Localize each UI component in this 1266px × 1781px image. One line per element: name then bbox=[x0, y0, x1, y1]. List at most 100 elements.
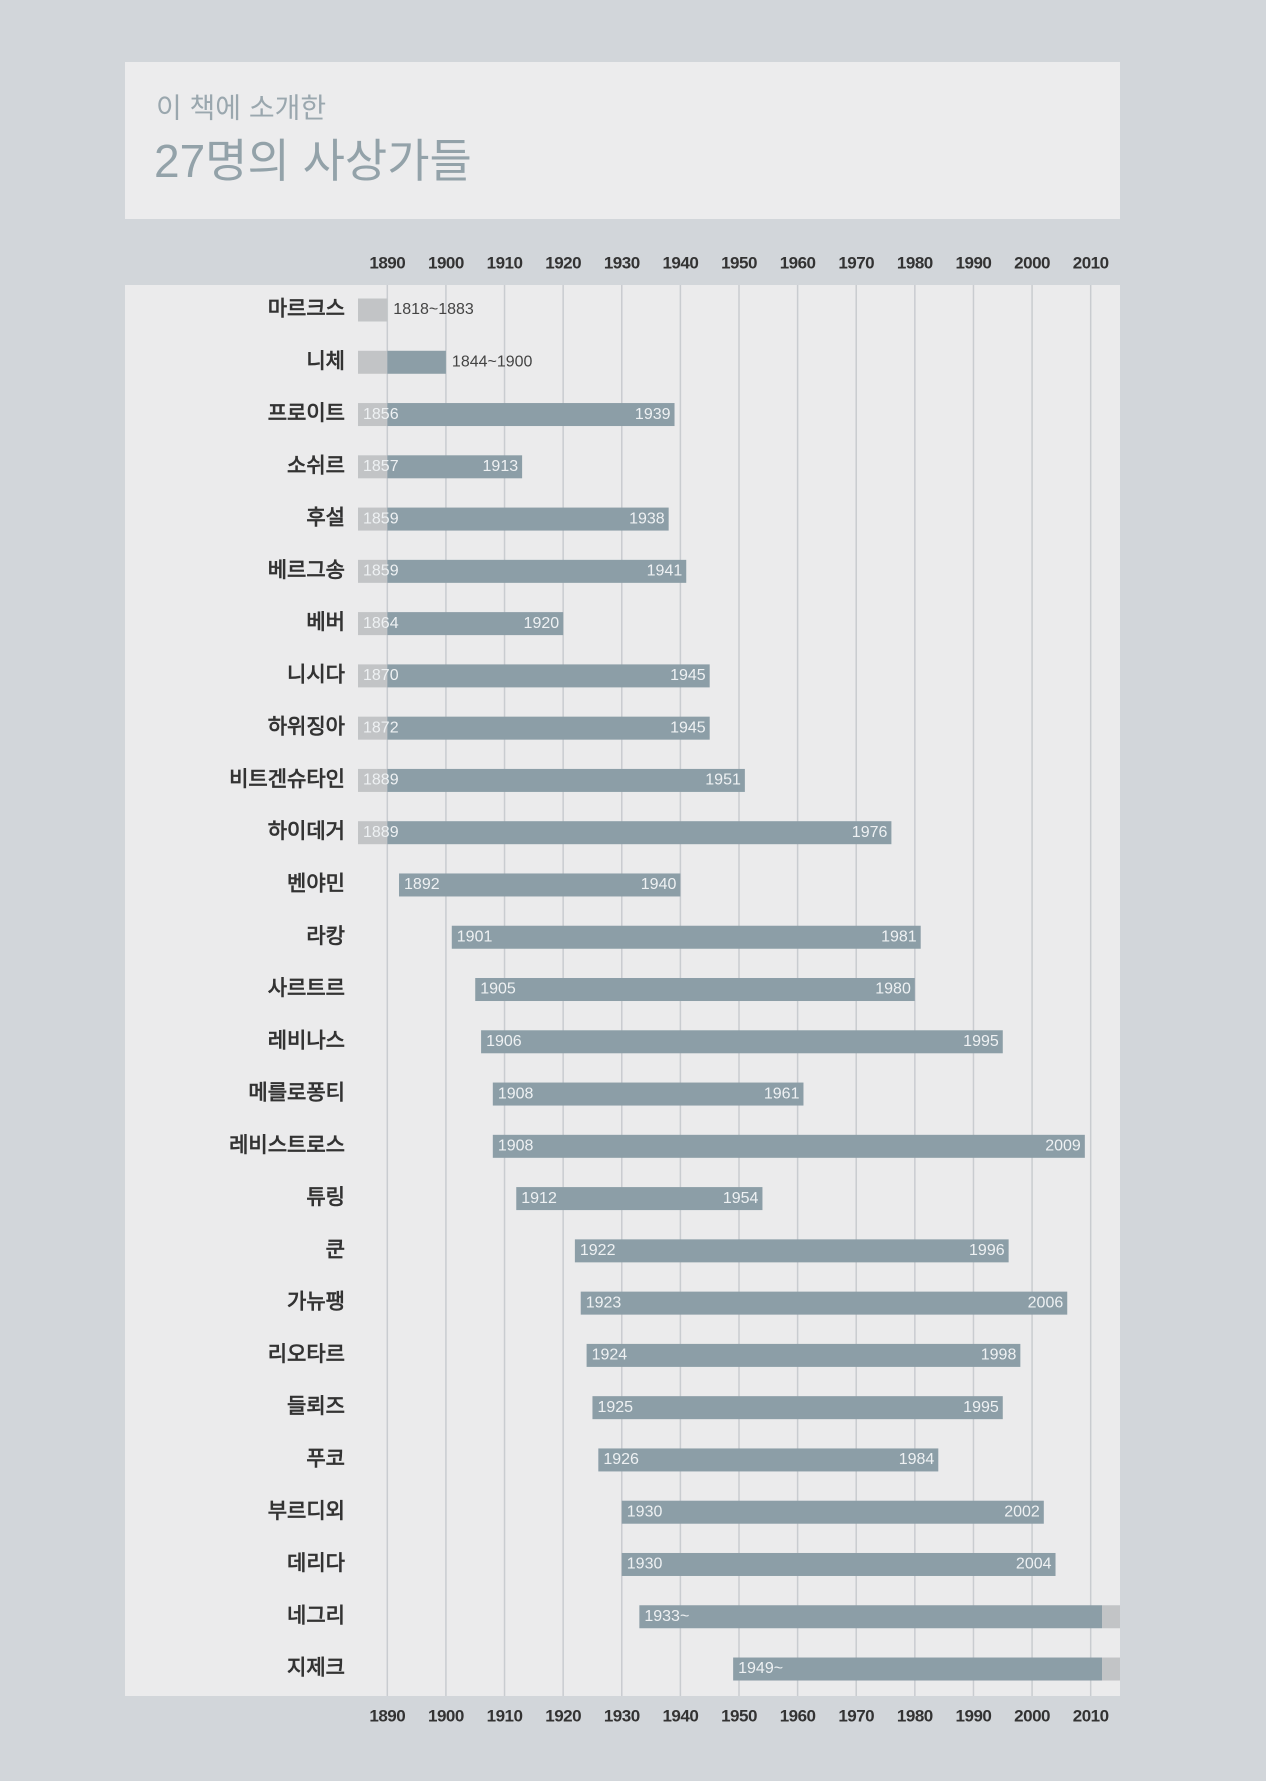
x-tick-label: 1910 bbox=[487, 253, 523, 272]
bar bbox=[387, 350, 446, 374]
x-tick-label: 1920 bbox=[545, 1706, 581, 1725]
thinker-name: 하위징아 bbox=[268, 716, 346, 739]
x-tick-label: 1990 bbox=[956, 1706, 992, 1725]
start-label: 1908 bbox=[498, 1085, 534, 1102]
thinker-name: 레비나스 bbox=[268, 1029, 345, 1052]
thinker-name: 들뢰즈 bbox=[287, 1395, 345, 1418]
thinker-name: 리오타르 bbox=[268, 1343, 345, 1366]
thinker-name: 베르그송 bbox=[268, 559, 345, 582]
thinker-name: 지제크 bbox=[287, 1657, 345, 1680]
start-label: 1857 bbox=[363, 458, 399, 475]
bar bbox=[516, 1187, 763, 1211]
end-label: 1998 bbox=[981, 1347, 1017, 1364]
thinker-name: 가뉴팽 bbox=[287, 1291, 345, 1314]
end-label: 1995 bbox=[963, 1399, 999, 1416]
x-tick-label: 1960 bbox=[780, 253, 816, 272]
start-label: 1859 bbox=[363, 563, 399, 580]
thinker-name: 푸코 bbox=[306, 1447, 345, 1470]
start-label: 1924 bbox=[592, 1347, 628, 1364]
bar bbox=[387, 403, 675, 427]
range-label: 1818~1883 bbox=[393, 301, 474, 318]
x-tick-label: 1890 bbox=[369, 253, 405, 272]
thinker-name: 니시다 bbox=[287, 663, 346, 686]
bar-before-axis bbox=[358, 821, 388, 845]
x-tick-label: 1980 bbox=[897, 1706, 933, 1725]
range-label: 1949~ bbox=[738, 1660, 783, 1677]
start-label: 1925 bbox=[597, 1399, 633, 1416]
thinker-name: 벤야민 bbox=[287, 873, 345, 896]
x-tick-label: 1930 bbox=[604, 253, 640, 272]
bar bbox=[598, 1448, 939, 1472]
bar bbox=[451, 925, 921, 949]
start-label: 1926 bbox=[603, 1451, 639, 1468]
start-label: 1930 bbox=[627, 1503, 663, 1520]
thinker-name: 프로이트 bbox=[268, 402, 345, 425]
thinker-name: 라캉 bbox=[306, 925, 345, 948]
bar bbox=[621, 1552, 1056, 1576]
end-label: 1913 bbox=[483, 458, 519, 475]
thinker-name: 마르크스 bbox=[268, 298, 345, 321]
x-tick-label: 1960 bbox=[780, 1706, 816, 1725]
thinker-name: 사르트르 bbox=[268, 977, 345, 1000]
start-label: 1870 bbox=[363, 667, 399, 684]
start-label: 1905 bbox=[480, 981, 516, 998]
bar-before-axis bbox=[358, 507, 388, 531]
x-tick-label: 1980 bbox=[897, 253, 933, 272]
bar bbox=[580, 1291, 1068, 1315]
bar bbox=[387, 612, 564, 636]
start-label: 1889 bbox=[363, 772, 399, 789]
end-label: 1976 bbox=[852, 824, 888, 841]
chart-title: 27명의 사상가들 bbox=[154, 135, 472, 187]
bar-before-axis bbox=[358, 559, 388, 583]
bar-before-axis bbox=[358, 298, 388, 322]
end-label: 1995 bbox=[963, 1033, 999, 1050]
x-tick-label: 1970 bbox=[838, 1706, 874, 1725]
x-tick-label: 1910 bbox=[487, 1706, 523, 1725]
thinker-name: 메를로퐁티 bbox=[248, 1082, 345, 1105]
x-tick-label: 1900 bbox=[428, 1706, 464, 1725]
thinker-name: 후설 bbox=[306, 506, 345, 530]
bar-before-axis bbox=[358, 716, 388, 740]
start-label: 1908 bbox=[498, 1138, 534, 1155]
bar bbox=[733, 1657, 1102, 1681]
bar bbox=[387, 821, 892, 845]
bar bbox=[492, 1082, 804, 1106]
end-label: 1938 bbox=[629, 510, 665, 527]
start-label: 1930 bbox=[627, 1556, 663, 1573]
bar bbox=[639, 1605, 1102, 1629]
end-label: 2006 bbox=[1028, 1294, 1064, 1311]
end-label: 2004 bbox=[1016, 1556, 1052, 1573]
end-label: 1940 bbox=[641, 876, 677, 893]
start-label: 1864 bbox=[363, 615, 399, 632]
bar bbox=[387, 664, 710, 688]
x-tick-label: 1990 bbox=[956, 253, 992, 272]
thinker-name: 튜링 bbox=[306, 1186, 345, 1209]
end-label: 1980 bbox=[875, 981, 911, 998]
end-label: 1954 bbox=[723, 1190, 759, 1207]
thinker-name: 니체 bbox=[306, 350, 345, 373]
bar bbox=[387, 559, 687, 583]
x-tick-label: 1900 bbox=[428, 253, 464, 272]
bar bbox=[574, 1239, 1009, 1263]
bar bbox=[475, 978, 915, 1002]
thinker-name: 레비스트로스 bbox=[229, 1134, 345, 1157]
range-label: 1933~ bbox=[644, 1608, 689, 1625]
bar bbox=[492, 1134, 1085, 1158]
start-label: 1901 bbox=[457, 928, 493, 945]
bar bbox=[387, 716, 710, 740]
bar-ongoing bbox=[1102, 1605, 1120, 1629]
end-label: 2009 bbox=[1045, 1138, 1081, 1155]
end-label: 1961 bbox=[764, 1085, 800, 1102]
start-label: 1922 bbox=[580, 1242, 616, 1259]
thinker-name: 네그리 bbox=[287, 1604, 345, 1627]
end-label: 1939 bbox=[635, 406, 671, 423]
start-label: 1856 bbox=[363, 406, 399, 423]
start-label: 1923 bbox=[586, 1294, 622, 1311]
x-tick-label: 1970 bbox=[838, 253, 874, 272]
start-label: 1912 bbox=[521, 1190, 557, 1207]
thinker-name: 쿤 bbox=[326, 1238, 345, 1261]
bar bbox=[387, 455, 523, 479]
bar-before-axis bbox=[358, 664, 388, 688]
end-label: 1996 bbox=[969, 1242, 1005, 1259]
